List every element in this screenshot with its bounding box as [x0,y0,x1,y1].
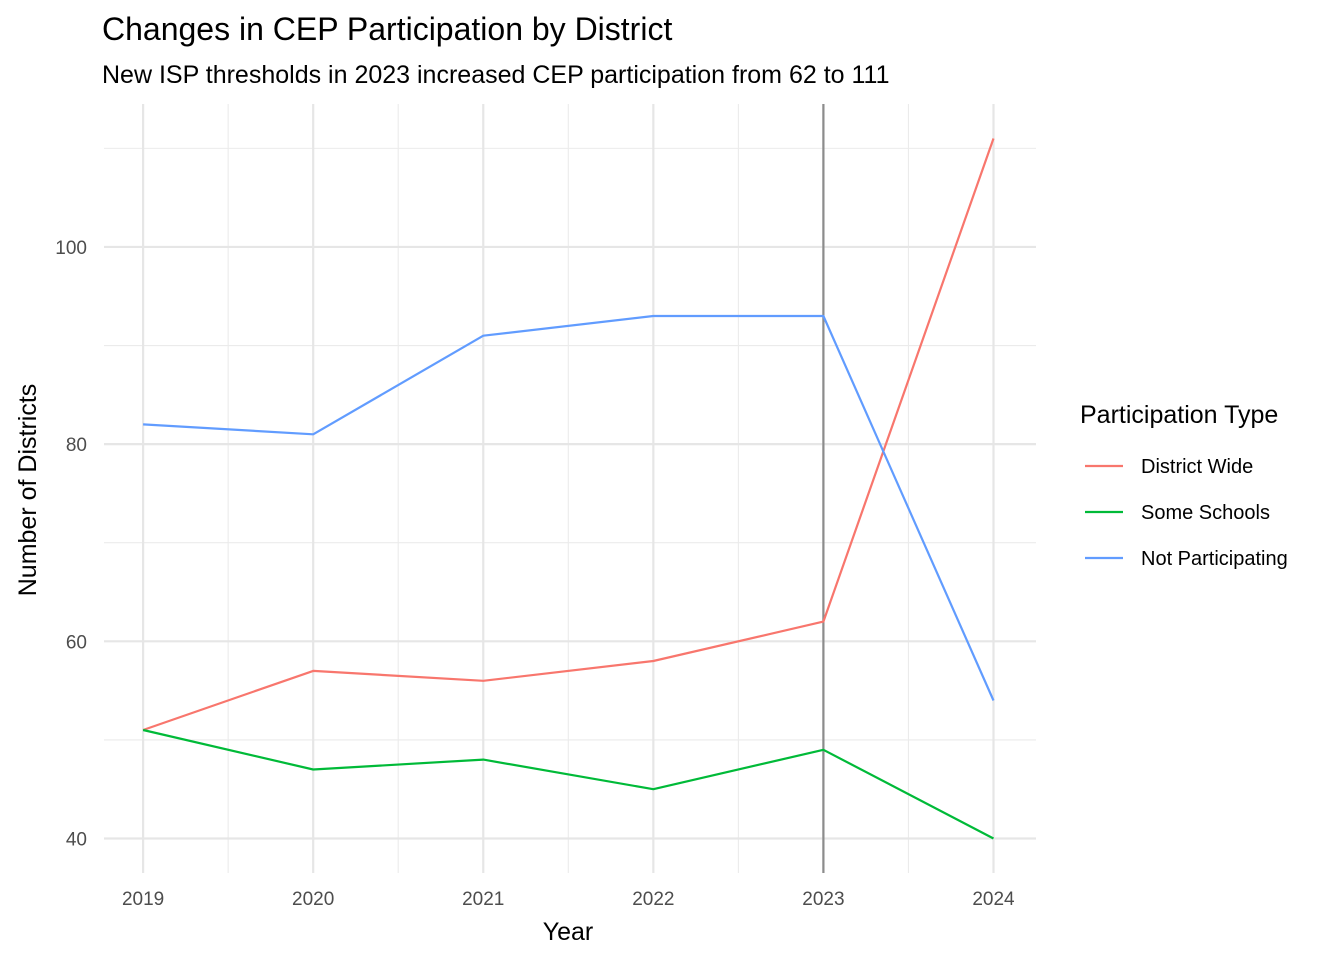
series-line-some-schools [142,728,995,840]
series-lines [142,138,995,840]
legend-items: District Wide Some Schools Not Participati… [1085,456,1288,570]
x-tick-label: 2022 [632,889,674,910]
y-tick-label: 80 [66,435,87,456]
y-tick-label: 40 [66,829,87,850]
legend: Participation Type District Wide Some Sch… [1080,401,1288,570]
y-tick-label: 100 [55,238,87,259]
x-tick-label: 2020 [292,889,334,910]
major-gridlines [104,104,1036,873]
x-tick-label: 2024 [972,889,1015,910]
legend-title: Participation Type [1080,401,1278,429]
x-tick-label: 2023 [802,889,844,910]
legend-label: Some Schools [1141,502,1270,524]
chart-subtitle: New ISP thresholds in 2023 increased CEP… [102,61,890,89]
y-tick-label: 60 [66,632,87,653]
x-tick-label: 2021 [462,889,504,910]
x-tick-label: 2019 [122,889,164,910]
x-tick-labels: 2019 2020 2021 2022 2023 2024 [122,889,1015,910]
series-line-not-participating [143,314,995,701]
legend-label: Not Participating [1141,548,1288,570]
x-axis-title: Year [543,918,594,946]
y-tick-labels: 40 60 80 100 [55,238,87,851]
y-axis-title: Number of Districts [14,384,42,597]
minor-gridlines [104,104,1036,873]
series-line-district-wide [142,138,995,732]
chart-title: Changes in CEP Participation by District [102,11,672,47]
legend-label: District Wide [1141,456,1253,478]
